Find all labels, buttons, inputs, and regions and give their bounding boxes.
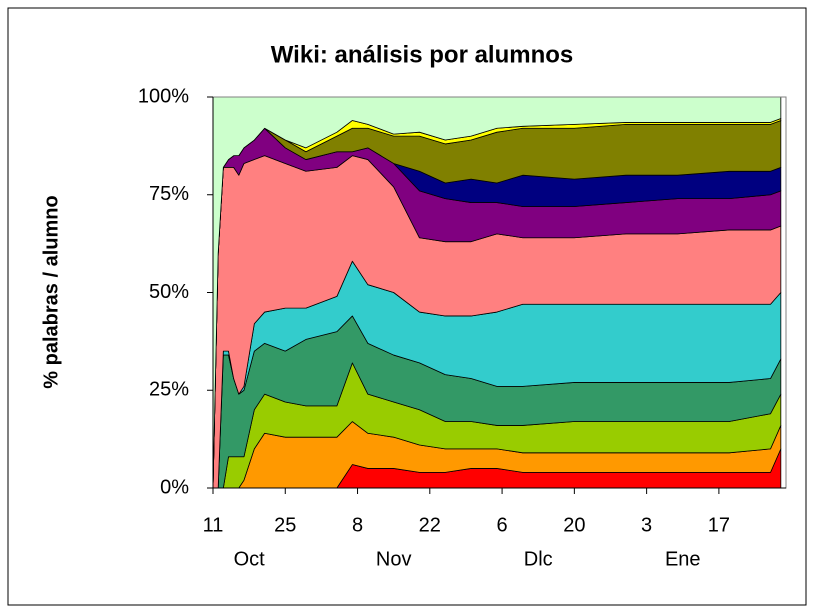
- x-tick-label: 3: [641, 514, 652, 536]
- x-tick-label: 11: [203, 514, 224, 536]
- month-label: Oct: [234, 548, 266, 570]
- y-tick-label: 75%: [149, 183, 189, 205]
- x-tick-label: 6: [497, 514, 508, 536]
- x-tick-label: 25: [274, 514, 296, 536]
- y-tick-label: 0%: [160, 476, 189, 498]
- y-tick-label: 25%: [149, 379, 189, 401]
- month-label: Dlc: [524, 548, 553, 570]
- chart-title: Wiki: análisis por alumnos: [271, 41, 574, 68]
- x-tick-label: 17: [708, 514, 730, 536]
- x-tick-label: 22: [419, 514, 441, 536]
- x-tick-label: 20: [563, 514, 585, 536]
- y-tick-label: 50%: [149, 281, 189, 303]
- month-label: Nov: [376, 548, 412, 570]
- month-label: Ene: [665, 548, 701, 570]
- x-tick-label: 8: [352, 514, 363, 536]
- y-axis-label: % palabras / alumno: [40, 195, 62, 388]
- y-tick-label: 100%: [138, 85, 189, 107]
